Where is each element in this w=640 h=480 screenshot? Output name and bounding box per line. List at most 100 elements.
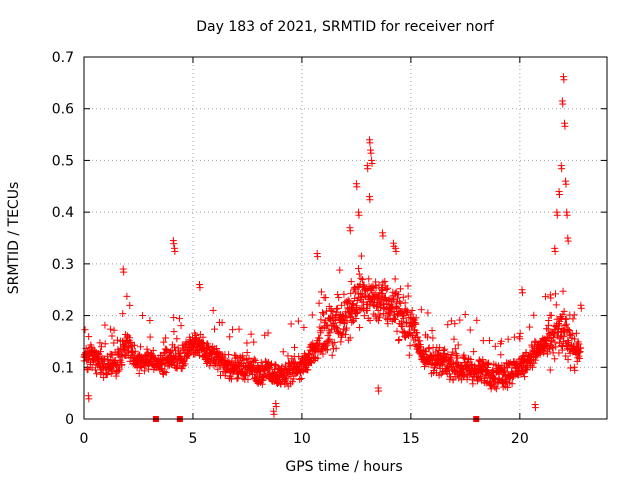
data-point bbox=[436, 364, 444, 372]
data-point bbox=[244, 375, 252, 383]
data-point bbox=[395, 337, 403, 345]
x-tick-label: 10 bbox=[293, 431, 311, 447]
data-point bbox=[177, 322, 185, 330]
data-point bbox=[364, 165, 372, 173]
data-point bbox=[334, 329, 342, 337]
data-point bbox=[347, 289, 355, 297]
data-point bbox=[120, 268, 128, 276]
data-point bbox=[170, 240, 178, 248]
y-tick-label: 0.3 bbox=[52, 257, 74, 273]
data-point bbox=[371, 312, 379, 320]
data-point bbox=[218, 319, 226, 327]
data-point bbox=[481, 374, 489, 382]
data-point bbox=[281, 375, 289, 383]
data-point bbox=[561, 321, 569, 329]
data-point bbox=[146, 316, 154, 324]
data-point bbox=[479, 356, 487, 364]
data-point bbox=[395, 298, 403, 306]
data-point bbox=[126, 301, 134, 309]
data-point bbox=[170, 313, 178, 321]
data-point bbox=[532, 356, 540, 364]
data-point bbox=[412, 314, 420, 322]
x-tick-label: 15 bbox=[402, 431, 420, 447]
data-point bbox=[307, 357, 315, 365]
data-point bbox=[108, 332, 116, 340]
data-point bbox=[85, 333, 93, 341]
data-point bbox=[542, 293, 550, 301]
data-point bbox=[559, 100, 567, 108]
y-tick-label: 0 bbox=[65, 412, 74, 428]
data-point bbox=[381, 277, 389, 285]
data-point bbox=[478, 361, 486, 369]
data-point bbox=[284, 352, 292, 360]
data-point bbox=[92, 366, 100, 374]
data-point bbox=[504, 335, 512, 343]
data-point bbox=[250, 355, 258, 363]
data-point bbox=[160, 367, 168, 375]
data-point bbox=[146, 333, 154, 341]
data-point bbox=[333, 308, 341, 316]
data-point bbox=[167, 348, 175, 356]
data-point bbox=[485, 359, 493, 367]
data-point bbox=[416, 337, 424, 345]
data-point bbox=[113, 336, 121, 344]
data-point bbox=[140, 367, 148, 375]
data-point bbox=[296, 375, 304, 383]
data-point bbox=[372, 284, 380, 292]
data-point bbox=[264, 329, 272, 337]
data-point bbox=[283, 379, 291, 387]
data-point bbox=[460, 358, 468, 366]
data-point bbox=[181, 360, 189, 368]
plot-frame bbox=[83, 56, 608, 420]
data-point bbox=[214, 365, 222, 373]
data-point bbox=[401, 299, 409, 307]
data-point bbox=[239, 352, 247, 360]
data-point bbox=[476, 373, 484, 381]
data-point bbox=[160, 350, 168, 358]
data-point bbox=[264, 370, 272, 378]
data-point bbox=[398, 317, 406, 325]
data-point bbox=[551, 247, 559, 255]
data-point bbox=[530, 311, 538, 319]
data-point bbox=[168, 361, 176, 369]
data-point bbox=[335, 294, 343, 302]
data-point bbox=[560, 333, 568, 341]
data-point bbox=[162, 346, 170, 354]
data-point bbox=[103, 371, 111, 379]
data-point bbox=[562, 180, 570, 188]
data-point bbox=[413, 329, 421, 337]
data-point bbox=[551, 338, 559, 346]
data-point bbox=[504, 384, 512, 392]
data-point bbox=[98, 343, 106, 351]
data-point bbox=[164, 362, 172, 370]
data-point bbox=[178, 365, 186, 373]
data-point bbox=[161, 345, 169, 353]
data-point bbox=[440, 347, 448, 355]
data-point bbox=[564, 326, 572, 334]
data-point bbox=[160, 338, 168, 346]
data-point bbox=[332, 323, 340, 331]
data-point bbox=[135, 369, 143, 377]
data-point bbox=[130, 341, 138, 349]
data-point bbox=[119, 310, 127, 318]
data-point bbox=[366, 317, 374, 325]
data-point bbox=[448, 351, 456, 359]
data-point bbox=[384, 284, 392, 292]
data-point bbox=[383, 315, 391, 323]
data-point bbox=[350, 284, 358, 292]
data-point bbox=[315, 299, 323, 307]
data-point bbox=[404, 292, 412, 300]
data-point bbox=[566, 364, 574, 372]
data-point bbox=[556, 314, 564, 322]
data-point bbox=[139, 311, 147, 319]
data-point bbox=[450, 335, 458, 343]
data-point bbox=[360, 312, 368, 320]
data-point bbox=[577, 304, 585, 312]
data-point bbox=[552, 343, 560, 351]
data-point bbox=[353, 183, 361, 191]
data-point bbox=[336, 266, 344, 274]
data-point bbox=[328, 340, 336, 348]
data-point bbox=[355, 270, 363, 278]
data-point bbox=[337, 338, 345, 346]
